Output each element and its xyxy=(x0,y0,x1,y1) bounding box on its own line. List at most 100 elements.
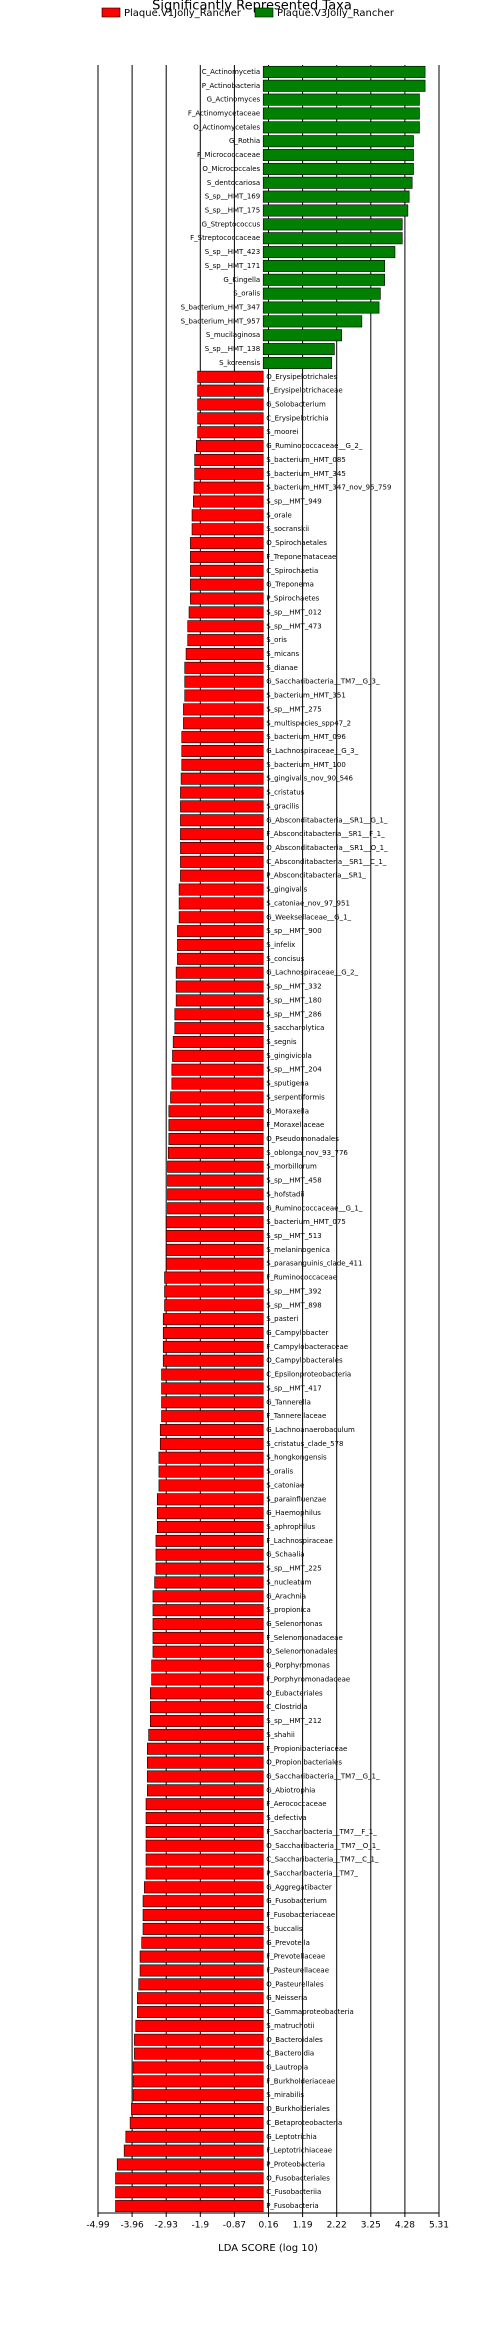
bar xyxy=(188,606,264,619)
bar xyxy=(262,356,333,369)
bar xyxy=(262,301,380,314)
bar-label: O_Fusobacteriales xyxy=(266,2174,330,2182)
bar-label: S_orale xyxy=(266,511,292,519)
bar xyxy=(152,1618,264,1631)
bar-label: P_Actinobacteria xyxy=(202,82,260,90)
bar-label: G_Aggregatibacter xyxy=(266,1883,332,1891)
bar xyxy=(190,578,264,591)
bar-label: S_gingivalis xyxy=(266,886,307,894)
bar-label: G_Streptococcus xyxy=(202,220,261,228)
bar xyxy=(115,2172,264,2185)
bar xyxy=(167,1146,264,1159)
bar xyxy=(123,2144,264,2157)
bar-label: G_Tannerella xyxy=(266,1398,311,1406)
bar-label: G_Solobacterium xyxy=(266,401,326,409)
bar-label: P_Fusobacteria xyxy=(266,2202,318,2210)
bar xyxy=(155,1534,264,1547)
bar xyxy=(262,259,386,272)
bar-label: S_sp__HMT_423 xyxy=(205,248,260,256)
bar xyxy=(262,149,414,162)
bar-label: G_Fusobacterium xyxy=(266,1897,327,1905)
bar-label: G_Prevotella xyxy=(266,1939,310,1947)
bar xyxy=(155,1548,264,1561)
bar-label: G_Treponema xyxy=(266,581,314,589)
bar-label: S_bacterium_HMT_085 xyxy=(266,456,346,464)
x-tick-label: -2.93 xyxy=(155,2221,178,2231)
bar-label: S_socranskii xyxy=(266,525,309,533)
bar xyxy=(132,2061,264,2074)
bar-label: O_Campylobacterales xyxy=(266,1357,343,1365)
bar xyxy=(183,703,264,716)
bar-label: F_Tannerellaceae xyxy=(266,1412,326,1420)
bar xyxy=(194,467,264,480)
bar xyxy=(155,1562,264,1575)
bar-label: O_Burkholderiales xyxy=(266,2105,330,2113)
bar-label: S_oralis xyxy=(266,1468,293,1476)
bar xyxy=(178,883,264,896)
bar-label: S_sp__HMT_473 xyxy=(266,622,321,630)
bar-label: S_bacterium_HMT_075 xyxy=(266,1218,346,1226)
bar xyxy=(161,1396,264,1409)
bar-label: G_Leptotrichia xyxy=(266,2133,317,2141)
bar-label: O_Absconditabacteria__SR1__O_1_ xyxy=(266,844,388,852)
bar-label: F_Streptococcaceae xyxy=(190,234,260,242)
bar-label: S_sp__HMT_949 xyxy=(266,498,321,506)
bar-label: C_Gammaproteobacteria xyxy=(266,2008,354,2016)
bar xyxy=(159,1437,264,1450)
bar xyxy=(125,2130,264,2143)
bar xyxy=(152,1604,264,1617)
bar xyxy=(187,634,264,647)
bar-label: F_Porphyromonadaceae xyxy=(266,1675,350,1683)
bar-label: S_bacterium_HMT_100 xyxy=(266,761,346,769)
bar xyxy=(181,758,264,771)
bar xyxy=(168,1119,264,1132)
bar-label: S_koreensis xyxy=(219,359,260,367)
x-tick-label: 4.28 xyxy=(395,2221,415,2231)
x-tick-label: 5.31 xyxy=(429,2221,449,2231)
bar xyxy=(190,564,264,577)
bar-label: S_sp__HMT_138 xyxy=(205,345,260,353)
bar xyxy=(180,869,264,882)
bar-label: C_Absconditabacteria__SR1__C_1_ xyxy=(266,858,387,866)
bar xyxy=(262,79,426,92)
bar-label: S_hofstadii xyxy=(266,1190,304,1198)
bar-label: O_Saccharibacteria__TM7__O_1_ xyxy=(266,1842,380,1850)
bar xyxy=(262,135,414,148)
bar xyxy=(181,744,264,757)
bar xyxy=(135,2019,264,2032)
bar-label: S_sp__HMT_513 xyxy=(266,1232,321,1240)
bar-label: S_parainfluenzae xyxy=(266,1495,326,1503)
bar-label: C_Epsilonproteobacteria xyxy=(266,1371,351,1379)
bar xyxy=(262,273,386,286)
bar-label: F_Selenomonadaceae xyxy=(266,1634,343,1642)
bar xyxy=(156,1507,264,1520)
bar-label: S_oblonga_nov_93_776 xyxy=(266,1149,348,1157)
bar xyxy=(142,1909,264,1922)
bar-label: F_Prevotellaceae xyxy=(266,1953,325,1961)
bar-label: S_shahii xyxy=(266,1731,295,1739)
bar xyxy=(197,370,264,383)
bar xyxy=(191,509,264,522)
bar-label: S_catoniae_nov_97_951 xyxy=(266,899,350,907)
bar-label: F_Burkholderiaceae xyxy=(266,2077,335,2085)
bar-label: G_Lachnospiraceae__G_3_ xyxy=(266,747,358,755)
bar-label: S_propionica xyxy=(266,1606,311,1614)
bar-label: F_Actinomycetaceae xyxy=(188,110,260,118)
bar-label: S_mucilaginosa xyxy=(206,331,260,339)
bar xyxy=(145,1812,264,1825)
bar-label: F_Pasteurellaceae xyxy=(266,1966,329,1974)
bar-label: F_Erysipelotrichaceae xyxy=(266,387,342,395)
legend-label: Plaque.V1Jolly_Rancher xyxy=(124,8,242,19)
bar xyxy=(137,1992,264,2005)
bar xyxy=(184,675,264,688)
bar-label: S_parasanguinis_clade_411 xyxy=(266,1260,362,1268)
bar xyxy=(167,1160,264,1173)
bar xyxy=(132,2075,264,2088)
bar xyxy=(180,855,264,868)
bar-label: C_Bacteroidia xyxy=(266,2050,314,2058)
bar xyxy=(162,1354,264,1367)
bar-label: G_Actinomyces xyxy=(207,96,261,104)
bar xyxy=(138,1978,264,1991)
bar xyxy=(262,190,410,203)
legend-swatch xyxy=(101,7,121,18)
